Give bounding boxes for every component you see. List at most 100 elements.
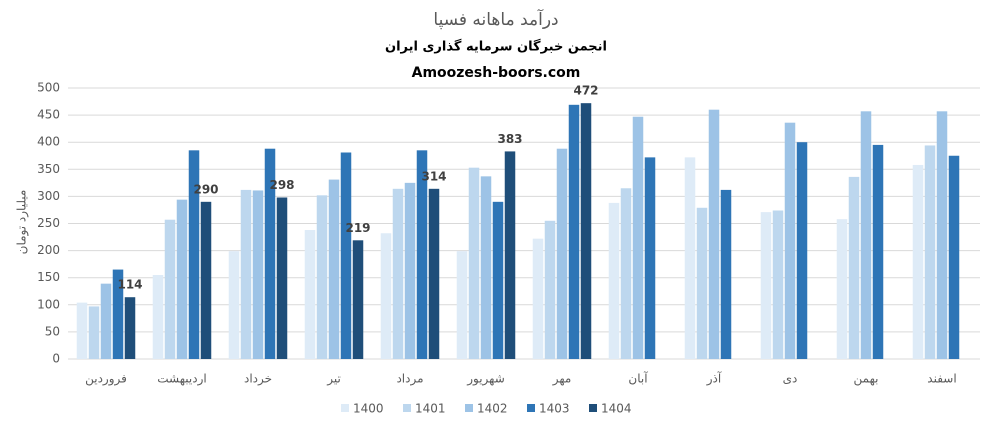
bar: [416, 150, 428, 359]
bar: [760, 212, 772, 359]
x-tick-label: بهمن: [854, 372, 879, 387]
bar: [252, 190, 264, 359]
bar: [912, 164, 924, 359]
bar: [240, 189, 252, 359]
legend-label: 1400: [353, 402, 384, 416]
legend-swatch: [341, 404, 349, 412]
bar: [188, 150, 200, 359]
y-tick-label: 150: [37, 270, 60, 284]
bar: [936, 111, 948, 359]
bar: [720, 189, 732, 359]
bar: [228, 251, 240, 359]
website: Amoozesh-boors.com: [412, 65, 581, 81]
data-label: 314: [421, 169, 446, 183]
y-axis-label: میلیارد تومان: [15, 190, 30, 255]
bar: [708, 109, 720, 360]
x-tick-label: خرداد: [244, 372, 272, 387]
y-tick-label: 300: [37, 189, 60, 203]
bar: [88, 306, 100, 359]
data-label: 298: [269, 178, 294, 192]
bar: [468, 167, 480, 359]
bar: [380, 233, 392, 359]
bar: [112, 269, 124, 359]
x-tick-label: مرداد: [396, 372, 423, 387]
data-label: 219: [345, 221, 370, 235]
bar: [328, 179, 340, 359]
bar: [352, 240, 364, 359]
y-tick-label: 0: [52, 352, 60, 366]
x-tick-label: اردیبهشت: [157, 372, 206, 387]
chart-subtitle: انجمن خبرگان سرمایه گذاری ایران: [385, 39, 607, 55]
legend-swatch: [465, 404, 473, 412]
bar: [176, 199, 188, 359]
y-tick-label: 50: [45, 324, 60, 338]
bar: [164, 219, 176, 359]
bar: [696, 207, 708, 359]
bar: [428, 188, 440, 359]
x-tick-label: فروردین: [85, 372, 127, 387]
bar: [76, 302, 88, 359]
bar: [684, 157, 696, 359]
data-label: 114: [117, 278, 142, 292]
bar: [608, 202, 620, 359]
bar: [480, 176, 492, 359]
bar: [152, 274, 164, 359]
x-tick-label: آبان: [628, 371, 648, 386]
legend-label: 1403: [539, 402, 570, 416]
legend-swatch: [589, 404, 597, 412]
bar: [632, 116, 644, 359]
y-tick-label: 100: [37, 297, 60, 311]
bar: [568, 104, 580, 359]
bar: [556, 148, 568, 359]
x-tick-label: شهریور: [466, 372, 505, 387]
legend-label: 1401: [415, 402, 446, 416]
legend-label: 1402: [477, 402, 508, 416]
bar: [276, 197, 288, 359]
bar: [580, 103, 592, 360]
bar: [304, 230, 316, 359]
y-tick-label: 450: [37, 108, 60, 122]
bar: [836, 219, 848, 359]
bar: [532, 238, 544, 359]
bar: [872, 144, 884, 359]
bar: [100, 283, 112, 359]
bar: [620, 188, 632, 359]
bar: [316, 195, 328, 359]
bar: [340, 152, 352, 359]
y-tick-label: 500: [37, 81, 60, 95]
bar: [948, 155, 960, 359]
bar: [492, 201, 504, 359]
data-label: 383: [497, 132, 522, 146]
x-tick-label: اسفند: [927, 372, 956, 386]
x-tick-label: آذر: [706, 371, 722, 387]
x-tick-label: تیر: [326, 372, 341, 387]
data-label: 290: [193, 182, 218, 196]
x-tick-label: مهر: [552, 372, 572, 387]
bar: [504, 151, 516, 359]
bar: [848, 176, 860, 359]
bar: [200, 201, 212, 359]
bar: [924, 145, 936, 359]
bar: [784, 122, 796, 359]
chart-title: درآمد ماهانه فسپا: [433, 8, 558, 30]
y-tick-label: 400: [37, 135, 60, 149]
data-label: 472: [573, 84, 598, 98]
bar: [544, 220, 556, 359]
x-tick-label: دی: [783, 372, 798, 386]
bar: [404, 182, 416, 359]
bar: [124, 297, 136, 359]
bar: [392, 188, 404, 359]
legend-swatch: [403, 404, 411, 412]
y-tick-label: 200: [37, 243, 60, 257]
bar: [644, 157, 656, 359]
y-tick-label: 250: [37, 216, 60, 230]
bar: [860, 111, 872, 359]
bar: [796, 142, 808, 359]
legend-label: 1404: [601, 402, 632, 416]
bar: [772, 210, 784, 359]
y-tick-label: 350: [37, 162, 60, 176]
legend-swatch: [527, 404, 535, 412]
bar: [264, 148, 276, 359]
bar: [456, 251, 468, 359]
